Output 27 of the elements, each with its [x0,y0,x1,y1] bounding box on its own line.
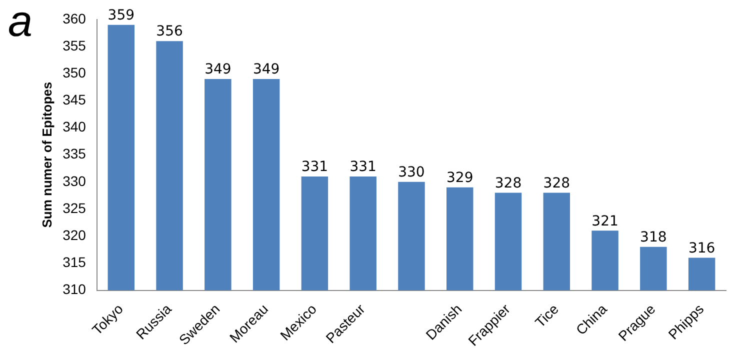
data-label: 331 [301,159,328,176]
data-label: 330 [398,164,425,181]
data-label: 328 [494,175,522,192]
y-tick-label: 320 [62,226,86,243]
data-label: 318 [640,230,667,246]
y-tick-label: 335 [62,146,86,162]
y-tick-label: 350 [62,64,86,80]
y-tick-label: 360 [62,10,86,26]
y-tick-label: 345 [62,92,86,108]
data-label: 328 [543,175,570,192]
y-tick-label: 340 [62,118,86,135]
y-tick-label: 310 [62,281,86,298]
y-axis-title: Sum numer of Epitopes [39,82,54,228]
data-label: 321 [592,213,618,230]
y-tick-label: 325 [62,200,86,216]
data-label: 329 [446,170,474,186]
x-tick-label: Tice [532,300,562,330]
data-label: 349 [204,62,232,78]
data-label: 349 [252,62,280,78]
y-tick-label: 355 [62,37,86,54]
y-tick-label: 315 [62,254,86,270]
chart-title: a [8,0,32,46]
y-tick-label: 330 [62,172,86,189]
data-label: 316 [688,240,716,256]
data-label: 356 [156,24,183,40]
data-label: 359 [108,7,135,24]
data-label: 331 [350,159,376,176]
